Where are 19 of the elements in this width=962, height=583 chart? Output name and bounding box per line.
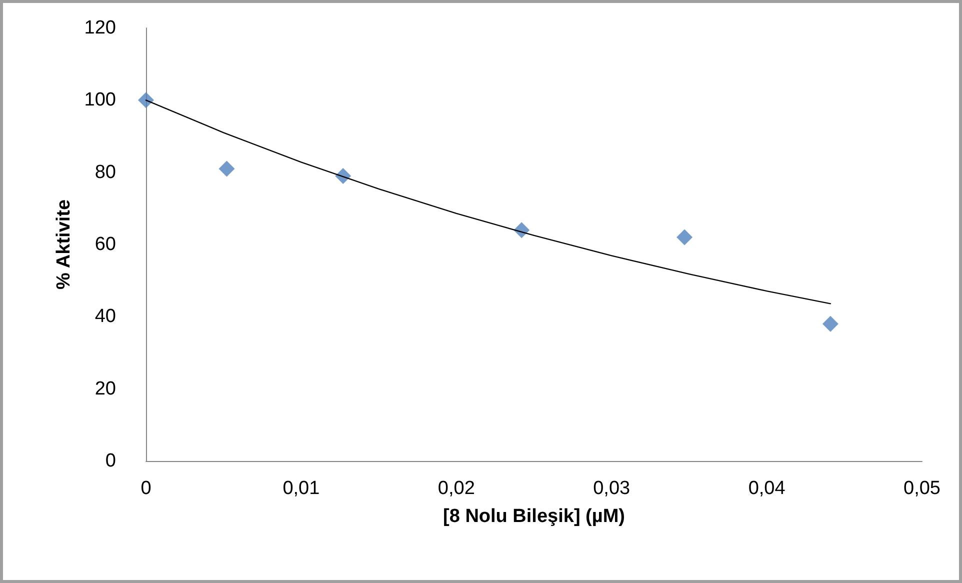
x-tick-label: 0 bbox=[140, 478, 152, 499]
y-axis-title: % Aktivite bbox=[53, 199, 74, 290]
y-tick-label: 60 bbox=[94, 234, 116, 255]
point bbox=[138, 92, 154, 108]
y-tick-label: 120 bbox=[84, 18, 116, 38]
x-tick-label: 0,05 bbox=[904, 478, 940, 499]
y-tick-label: 40 bbox=[94, 306, 116, 328]
y-tick-label: 100 bbox=[84, 90, 116, 111]
point bbox=[676, 229, 693, 246]
x-tick-label: 0,01 bbox=[282, 478, 320, 499]
y-tick-label: 20 bbox=[94, 378, 116, 400]
x-tick-label: 0,02 bbox=[438, 478, 475, 499]
x-tick-label: 0,03 bbox=[593, 478, 630, 499]
y-tick-label: 0 bbox=[105, 450, 116, 472]
point bbox=[822, 316, 838, 332]
point bbox=[218, 160, 235, 177]
x-tick-label: 0,04 bbox=[748, 478, 786, 499]
y-tick-label: 80 bbox=[94, 162, 116, 183]
x-axis-title: [8 Nolu Bileşik] (µM) bbox=[443, 506, 625, 527]
